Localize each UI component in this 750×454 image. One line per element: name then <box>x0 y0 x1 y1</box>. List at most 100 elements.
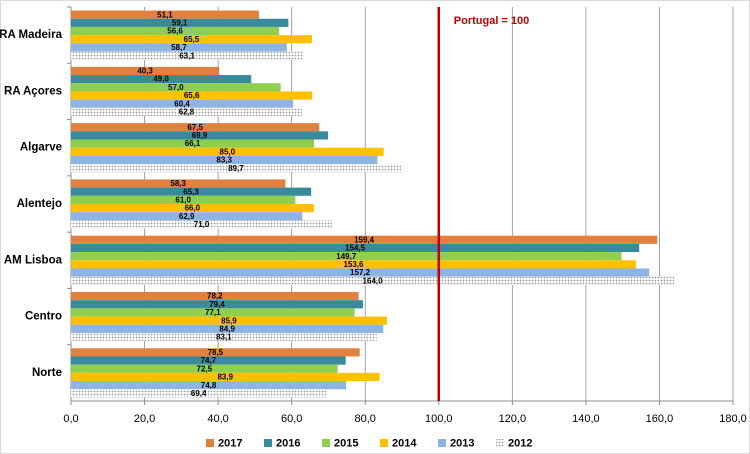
x-tick-label: 140,0 <box>572 413 600 425</box>
value-label: 62,8 <box>179 108 195 117</box>
value-label: 85,9 <box>221 316 237 325</box>
legend-label: 2012 <box>508 437 532 449</box>
bar <box>71 179 286 188</box>
value-label: 85,0 <box>220 147 236 156</box>
bar <box>71 35 312 44</box>
bar <box>71 99 294 108</box>
legend-swatch <box>438 439 446 447</box>
bar <box>71 260 636 269</box>
bar <box>71 107 302 117</box>
bar <box>71 372 380 382</box>
value-label: 69,9 <box>192 131 208 140</box>
bar <box>71 356 346 365</box>
value-label: 66,0 <box>185 204 201 213</box>
value-label: 67,5 <box>187 123 203 132</box>
value-label: 159,4 <box>354 235 375 244</box>
legend-label: 2016 <box>276 437 300 449</box>
value-label: 164,0 <box>363 276 384 285</box>
value-label: 74,8 <box>201 381 217 390</box>
legend-label: 2015 <box>334 437 358 449</box>
value-label: 57,0 <box>168 83 184 92</box>
value-label: 58,7 <box>171 43 187 52</box>
value-label: 58,3 <box>170 179 186 188</box>
bar <box>71 300 364 309</box>
bar <box>71 26 280 36</box>
x-tick-label: 60,0 <box>281 413 302 425</box>
value-label: 157,2 <box>350 268 371 277</box>
legend-swatch <box>264 439 272 447</box>
legend-swatch <box>322 439 330 447</box>
category-label: Norte <box>32 367 62 379</box>
value-label: 71,0 <box>194 220 210 229</box>
value-label: 78,2 <box>207 292 223 301</box>
value-label: 79,4 <box>209 300 225 309</box>
value-label: 49,0 <box>153 75 169 84</box>
bar <box>71 381 347 390</box>
bar <box>71 139 315 148</box>
bar <box>71 123 320 132</box>
bar <box>71 66 220 76</box>
x-tick-label: 180,0 <box>719 413 747 425</box>
category-label: Centro <box>25 311 62 323</box>
x-tick-label: 20,0 <box>134 413 155 425</box>
category-label: Algarve <box>20 142 62 154</box>
value-label: 83,3 <box>216 156 232 165</box>
bar <box>71 187 312 196</box>
bar <box>71 268 650 277</box>
category-label: AM Lisboa <box>4 254 63 266</box>
bar <box>71 91 313 100</box>
bar <box>71 276 675 285</box>
bar <box>71 243 640 253</box>
bar <box>71 164 401 173</box>
legend-swatch <box>206 439 214 447</box>
bar <box>71 51 304 60</box>
bar <box>71 220 333 229</box>
bar <box>71 204 314 213</box>
value-label: 61,0 <box>175 196 191 205</box>
bar <box>71 75 252 84</box>
bar <box>71 348 360 357</box>
bar <box>71 147 384 156</box>
bar <box>71 131 329 140</box>
bar <box>71 291 359 301</box>
category-label: RA Madeira <box>0 29 63 41</box>
category-label: RA Açores <box>4 85 62 97</box>
value-label: 59,1 <box>172 18 188 27</box>
x-tick-label: 80,0 <box>355 413 376 425</box>
bar <box>71 235 658 244</box>
legend-swatch <box>496 439 504 447</box>
bar <box>71 364 338 373</box>
category-label: Alentejo <box>17 198 62 210</box>
value-label: 51,1 <box>157 10 173 19</box>
reference-label: Portugal = 100 <box>454 15 530 27</box>
legend-label: 2013 <box>450 437 474 449</box>
value-label: 69,4 <box>191 389 207 398</box>
value-label: 56,6 <box>167 27 183 36</box>
x-tick-label: 120,0 <box>499 413 527 425</box>
value-label: 65,5 <box>184 35 200 44</box>
legend-label: 2017 <box>218 437 242 449</box>
value-label: 89,7 <box>228 164 244 173</box>
x-tick-label: 160,0 <box>646 413 674 425</box>
bar <box>71 332 377 342</box>
value-label: 83,9 <box>217 373 233 382</box>
bar <box>71 389 327 398</box>
value-label: 84,9 <box>219 324 235 333</box>
value-label: 40,3 <box>137 67 153 76</box>
value-label: 60,4 <box>174 99 190 108</box>
bar <box>71 212 303 221</box>
bar <box>71 43 287 52</box>
value-label: 65,3 <box>183 187 199 196</box>
bar <box>71 83 281 92</box>
value-label: 65,6 <box>184 91 200 100</box>
value-label: 78,5 <box>208 348 224 357</box>
value-label: 66,1 <box>185 139 201 148</box>
value-label: 63,1 <box>179 51 195 60</box>
bar <box>71 324 384 333</box>
x-tick-label: 0,0 <box>63 413 78 425</box>
bar <box>71 10 259 19</box>
bar <box>71 18 289 27</box>
value-label: 153,6 <box>343 260 364 269</box>
value-label: 149,7 <box>336 252 357 261</box>
